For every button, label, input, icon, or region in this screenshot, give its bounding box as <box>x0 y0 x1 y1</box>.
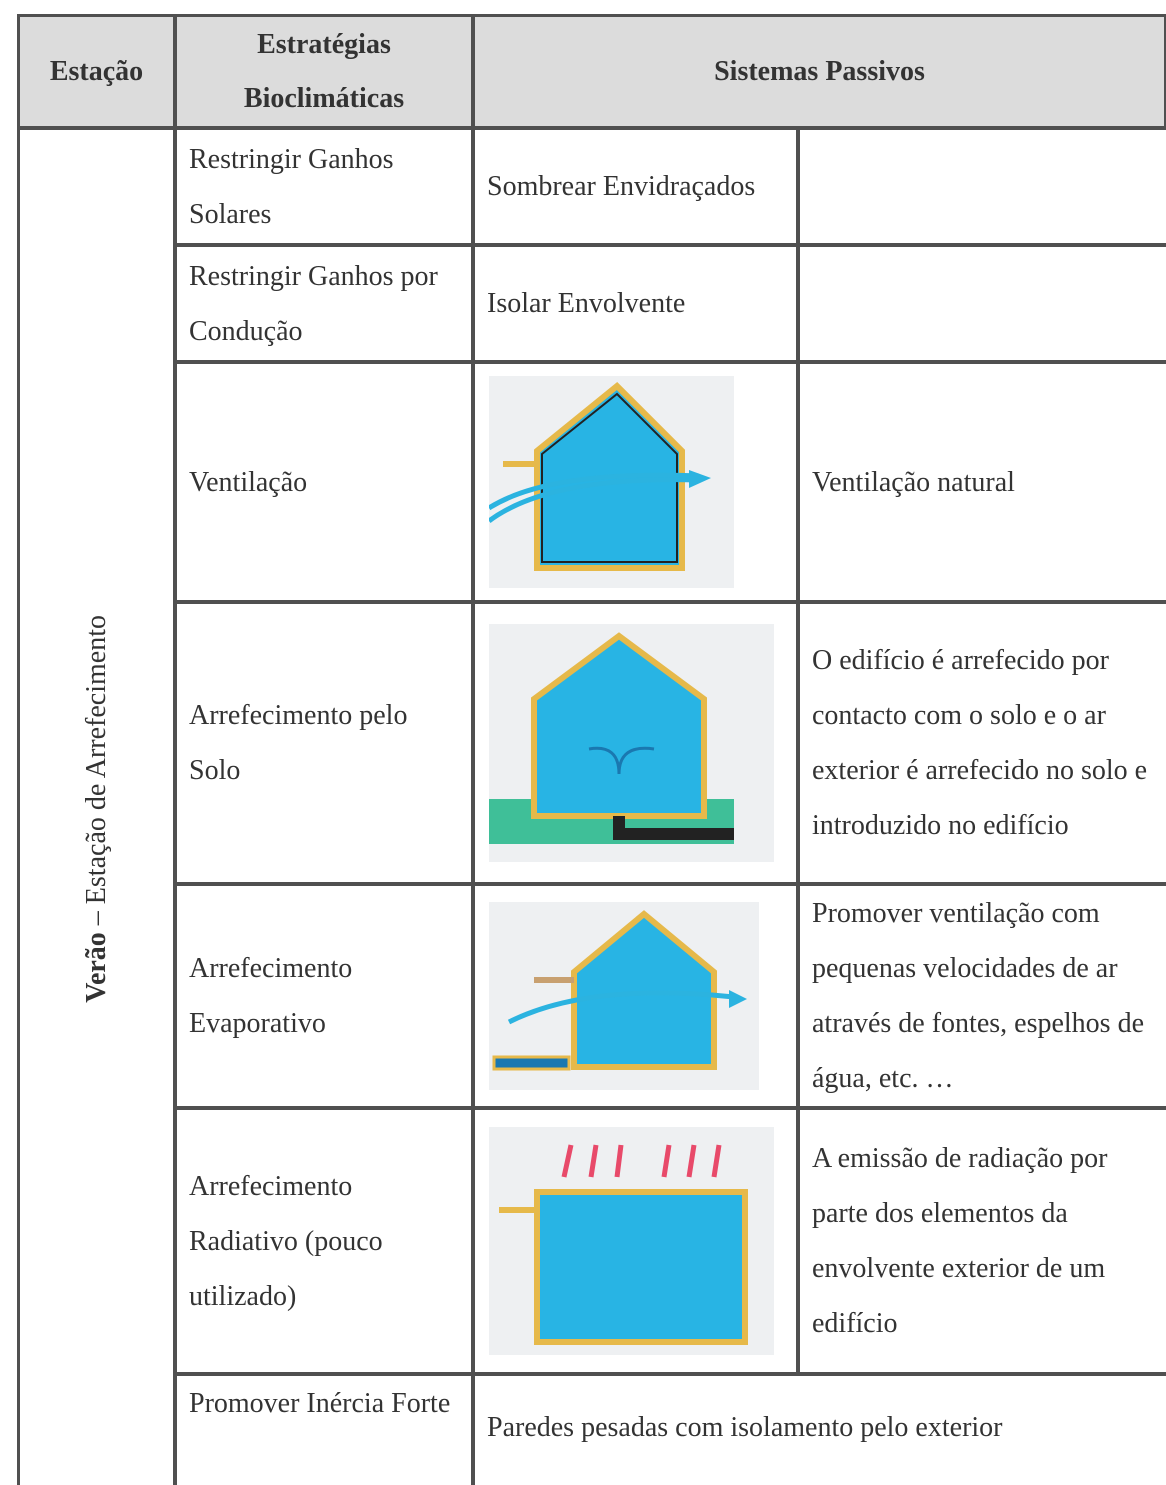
station-label: Verão – Estação de Arrefecimento <box>69 615 124 1003</box>
strategy-cell: Arrefecimento Radiativo (pouco utilizado… <box>174 1107 474 1375</box>
system-cell: Sombrear Envidraçados <box>472 127 799 246</box>
ground-cooling-diagram <box>489 624 774 862</box>
description-cell: A emissão de radiação por parte dos elem… <box>797 1107 1166 1375</box>
system: Sombrear Envidraçados <box>487 171 756 202</box>
image-cell <box>472 1107 799 1375</box>
strategy: Promover Inércia Forte <box>189 1388 451 1419</box>
strategy: Arrefecimento Radiativo (pouco utilizado… <box>189 1170 383 1312</box>
image-cell <box>472 601 799 885</box>
strategy-cell: Arrefecimento pelo Solo <box>174 601 474 885</box>
strategy: Restringir Ganhos Solares <box>189 143 394 230</box>
description: Promover ventilação com pequenas velocid… <box>812 898 1144 1094</box>
description: A emissão de radiação por parte dos elem… <box>812 1143 1108 1339</box>
station-cell: Verão – Estação de Arrefecimento <box>17 127 176 1485</box>
strategy: Ventilação <box>189 466 308 498</box>
radiative-diagram <box>489 1127 774 1355</box>
description: Ventilação natural <box>812 466 1015 498</box>
system: Isolar Envolvente <box>487 288 686 319</box>
system: Paredes pesadas com isolamento pelo exte… <box>487 1412 1003 1443</box>
header-cell: Sistemas Passivos <box>472 14 1166 129</box>
strategy-cell: Restringir Ganhos Solares <box>174 127 474 246</box>
ventilation-diagram <box>489 376 734 588</box>
strategy: Arrefecimento Evaporativo <box>189 953 353 1039</box>
season: Verão <box>81 931 112 1003</box>
strategy-cell: Restringir Ganhos por Condução <box>174 244 474 363</box>
system-cell: Isolar Envolvente <box>472 244 799 363</box>
strategy: Arrefecimento pelo Solo <box>189 700 408 786</box>
empty-cell <box>797 127 1166 246</box>
system-cell: Paredes pesadas com isolamento pelo exte… <box>472 1373 1166 1485</box>
header-station: Estação <box>49 55 144 87</box>
empty-cell <box>797 244 1166 363</box>
strategy-cell: Ventilação <box>174 361 474 603</box>
season-name: – Estação de Arrefecimento <box>81 614 112 925</box>
strategy-cell: Arrefecimento Evaporativo <box>174 883 474 1109</box>
header-cell: Estação <box>17 14 176 129</box>
image-cell <box>472 883 799 1109</box>
strategy-cell: Promover Inércia Forte <box>174 1373 474 1485</box>
image-cell <box>472 361 799 603</box>
description-cell: O edifício é arrefecido por contacto com… <box>797 601 1166 885</box>
description-cell: Promover ventilação com pequenas velocid… <box>797 883 1166 1109</box>
strategy: Restringir Ganhos por Condução <box>189 260 438 347</box>
evaporative-diagram <box>489 902 759 1090</box>
description: O edifício é arrefecido por contacto com… <box>812 645 1148 841</box>
description-cell: Ventilação natural <box>797 361 1166 603</box>
header-cell: Estratégias Bioclimáticas <box>174 14 474 129</box>
header-strategies: Estratégias Bioclimáticas <box>243 28 405 114</box>
header-systems: Sistemas Passivos <box>714 55 925 87</box>
